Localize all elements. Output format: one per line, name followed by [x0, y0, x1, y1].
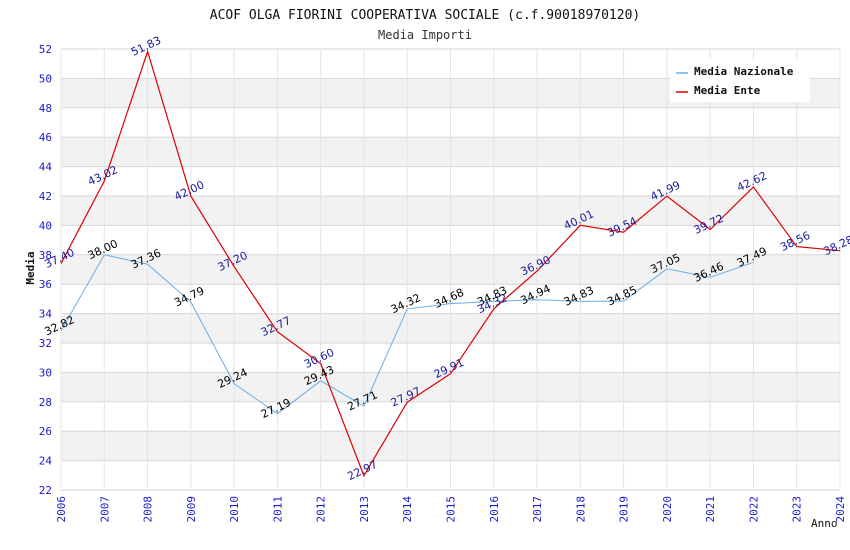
x-tick-label: 2021: [704, 496, 717, 523]
x-tick-label: 2022: [747, 496, 760, 523]
series-lines: [60, 49, 841, 478]
y-tick-label: 40: [39, 219, 52, 232]
x-axis-label: Anno: [811, 517, 838, 530]
x-tick-label: 2020: [661, 496, 674, 523]
y-tick-label: 42: [39, 190, 52, 203]
y-tick-label: 50: [39, 72, 52, 85]
x-tick-label: 2012: [315, 496, 328, 523]
x-tick-label: 2011: [271, 496, 284, 523]
x-tick-label: 2018: [574, 496, 587, 523]
y-tick-label: 46: [39, 131, 52, 144]
legend-label-media-nazionale: Media Nazionale: [694, 65, 794, 78]
x-tick-label: 2015: [445, 496, 458, 523]
x-tick-label: 2006: [55, 496, 68, 523]
y-tick-label: 52: [39, 43, 52, 56]
series-line-media-nazionale: [60, 254, 754, 415]
x-tick-label: 2009: [185, 496, 198, 523]
x-tick-label: 2024: [834, 496, 847, 523]
y-axis-ticks: 22 24 26 28 30 32 34 36 38 40 42 44 46 48 50 52: [39, 43, 53, 497]
y-tick-label: 26: [39, 425, 52, 438]
legend: Media Nazionale Media Ente: [670, 60, 810, 102]
y-tick-label: 34: [39, 308, 53, 321]
x-tick-label: 2017: [531, 496, 544, 523]
x-tick-label: 2013: [358, 496, 371, 523]
series-line-media-ente: [60, 49, 841, 478]
x-tick-label: 2014: [401, 496, 414, 523]
y-tick-label: 32: [39, 337, 52, 350]
legend-box: [670, 60, 810, 102]
y-tick-label: 22: [39, 484, 52, 497]
grid-lines: [60, 48, 841, 491]
x-tick-label: 2008: [142, 496, 155, 523]
y-tick-label: 24: [39, 455, 53, 468]
y-tick-label: 48: [39, 102, 52, 115]
x-tick-label: 2010: [228, 496, 241, 523]
x-tick-label: 2019: [618, 496, 631, 523]
x-tick-label: 2023: [791, 496, 804, 523]
y-tick-label: 38: [39, 249, 52, 262]
y-tick-label: 30: [39, 366, 52, 379]
y-tick-label: 28: [39, 396, 52, 409]
x-tick-label: 2016: [488, 496, 501, 523]
chart-title: ACOF OLGA FIORINI COOPERATIVA SOCIALE (c…: [210, 8, 640, 23]
y-tick-label: 36: [39, 278, 52, 291]
y-axis-label: Media: [24, 251, 37, 284]
y-tick-label: 44: [39, 161, 53, 174]
chart-subtitle: Media Importi: [378, 28, 472, 42]
x-tick-label: 2007: [98, 496, 111, 523]
legend-label-media-ente: Media Ente: [694, 84, 761, 97]
x-axis-ticks: 2006 2007 2008 2009 2010 2011 2012 2013 2014 2015…: [55, 496, 847, 523]
